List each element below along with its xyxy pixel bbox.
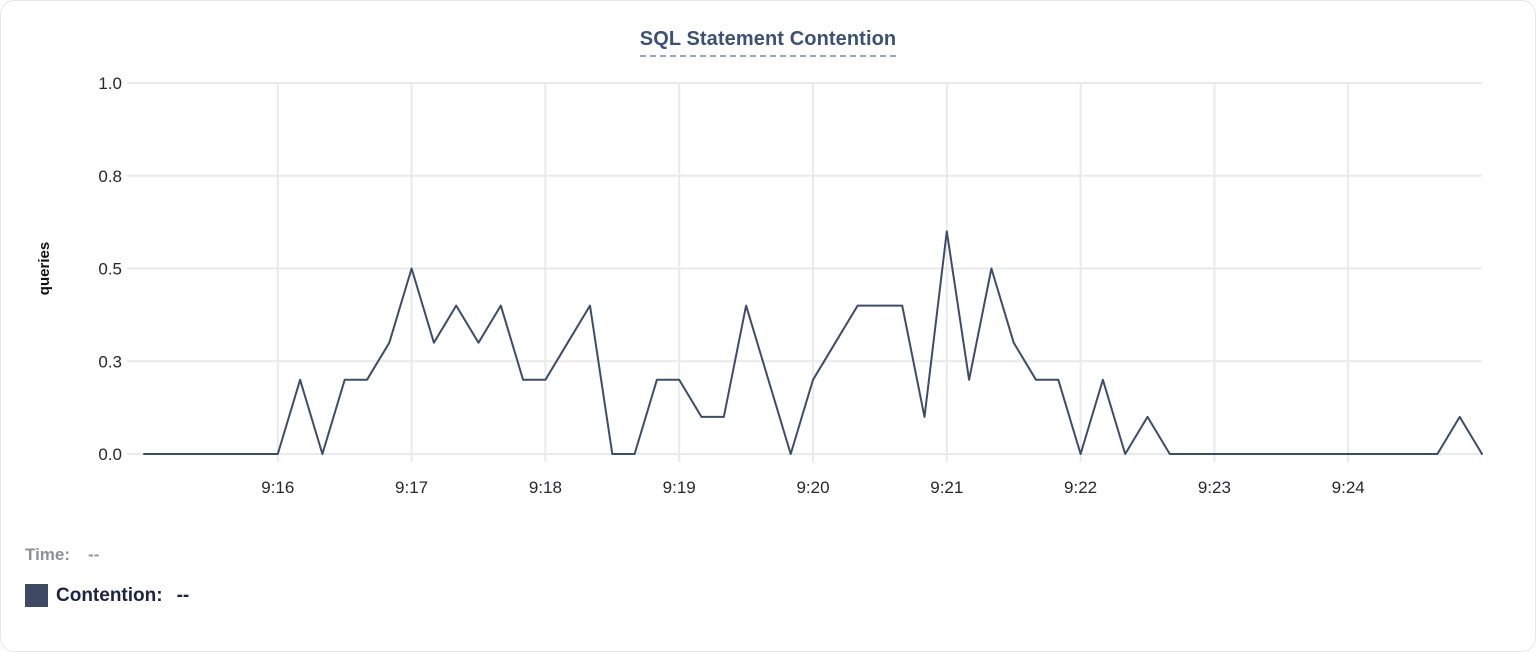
x-tick-label: 9:22 bbox=[1064, 478, 1097, 497]
contention-value: -- bbox=[176, 584, 190, 606]
contention-line-chart[interactable]: 0.0 0.3 0.5 0.8 1.0 9:16 9:17 9:18 9:19 9:20 9:21 9… bbox=[1, 1, 1536, 531]
chart-header: SQL Statement Contention bbox=[1, 28, 1535, 57]
time-readout-row: Time: -- bbox=[25, 545, 189, 565]
x-tick-label: 9:23 bbox=[1198, 478, 1231, 497]
y-tick-label: 0.3 bbox=[98, 352, 122, 371]
y-tick-label: 1.0 bbox=[98, 74, 122, 93]
chart-title[interactable]: SQL Statement Contention bbox=[639, 28, 897, 57]
x-tick-label: 9:19 bbox=[663, 478, 696, 497]
hover-readout-legend: Time: -- Contention: -- bbox=[25, 545, 189, 607]
x-tick-label: 9:17 bbox=[395, 478, 428, 497]
x-tick-label: 9:16 bbox=[261, 478, 294, 497]
x-tick-label: 9:24 bbox=[1332, 478, 1365, 497]
y-axis-title: queries bbox=[36, 242, 53, 295]
contention-label: Contention: bbox=[56, 584, 163, 606]
time-value: -- bbox=[88, 545, 100, 564]
x-tick-label: 9:20 bbox=[796, 478, 829, 497]
x-tick-label: 9:18 bbox=[529, 478, 562, 497]
y-tick-label: 0.8 bbox=[98, 167, 122, 186]
time-label: Time: bbox=[25, 545, 71, 564]
contention-series-line[interactable] bbox=[143, 230, 1483, 455]
contention-legend-swatch bbox=[25, 584, 48, 607]
contention-readout-row: Contention: -- bbox=[25, 584, 189, 607]
y-tick-label: 0.5 bbox=[98, 260, 122, 279]
y-tick-label: 0.0 bbox=[98, 445, 122, 464]
x-tick-label: 9:21 bbox=[930, 478, 963, 497]
